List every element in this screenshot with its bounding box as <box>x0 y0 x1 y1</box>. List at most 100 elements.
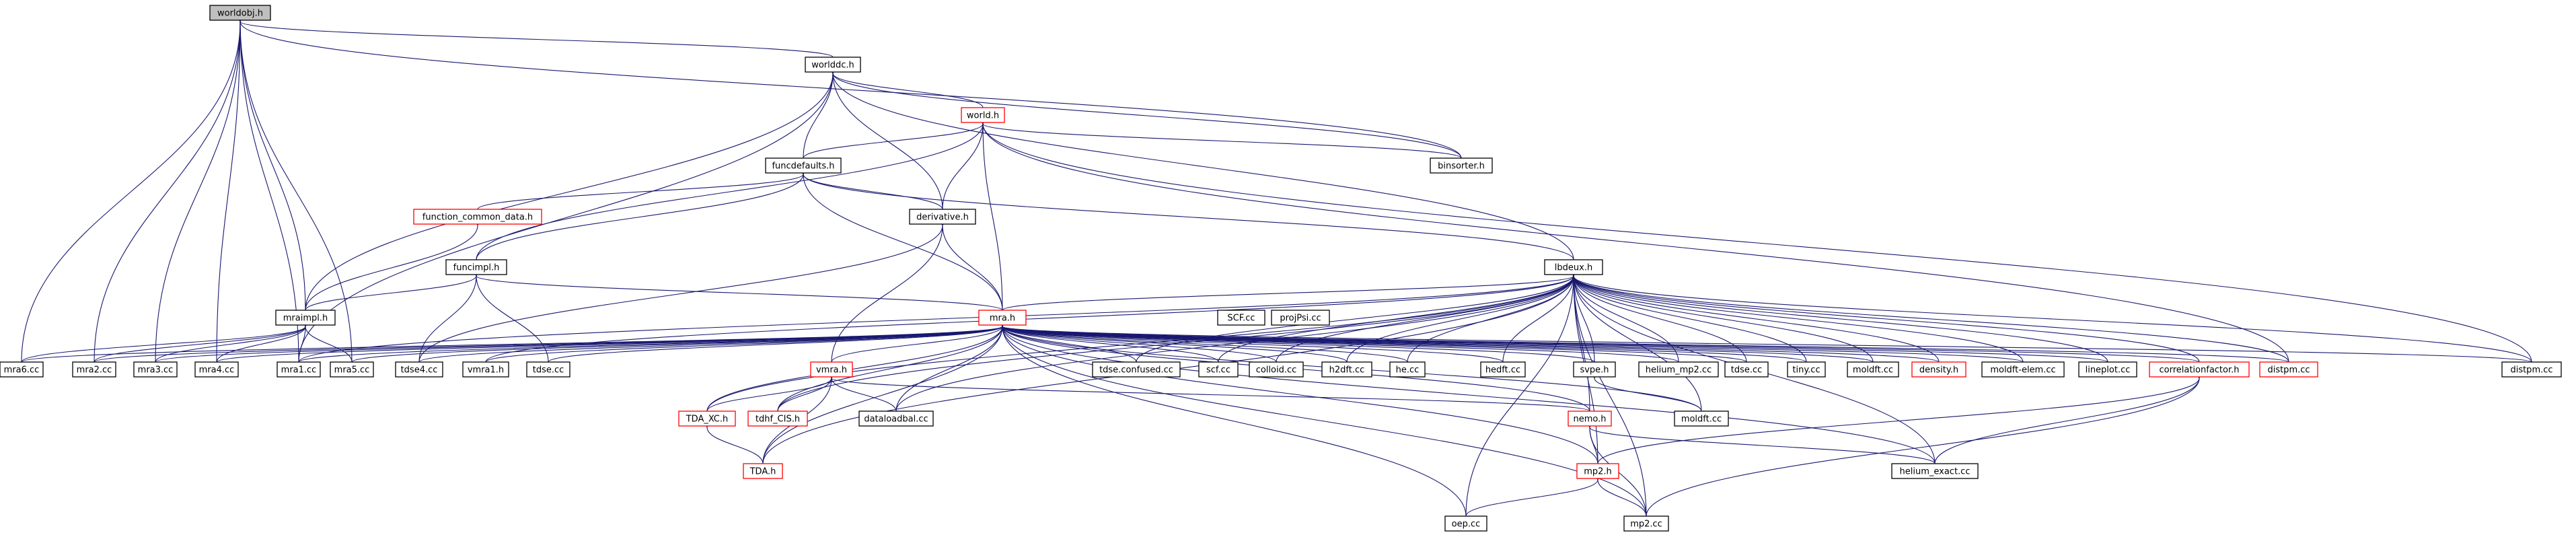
edge-corrfac-to-helexact <box>1934 373 2203 464</box>
node-box <box>1271 310 1330 326</box>
edge-vmra-to-nemo <box>828 372 1590 412</box>
graph-node-mp2cc[interactable]: mp2.cc <box>1623 515 1669 532</box>
graph-node-tdsecc1[interactable]: tdse.cc <box>526 361 571 378</box>
graph-node-hemp2[interactable]: helium_mp2.cc <box>1638 361 1719 378</box>
graph-node-he[interactable]: he.cc <box>1389 361 1426 378</box>
node-box <box>858 411 934 427</box>
graph-node-distpmh[interactable]: distpm.cc <box>2259 361 2318 378</box>
graph-node-corrfac[interactable]: correlationfactor.h <box>2149 361 2250 378</box>
node-box <box>72 361 116 378</box>
graph-node-worldobj: worldobj.h <box>209 5 271 21</box>
graph-node-worlddc[interactable]: worlddc.h <box>805 57 861 73</box>
graph-node-world[interactable]: world.h <box>961 107 1005 123</box>
edge-mra-to-helexact <box>999 321 1936 464</box>
graph-node-mra5[interactable]: mra5.cc <box>330 361 374 378</box>
graph-node-mra6[interactable]: mra6.cc <box>0 361 44 378</box>
graph-node-lbdeux[interactable]: lbdeux.h <box>1544 259 1603 275</box>
graph-node-tdsecc2[interactable]: tdse.cc <box>1724 361 1769 378</box>
graph-node-tdseconf[interactable]: tdse.confused.cc <box>1092 361 1181 378</box>
node-layer: worldobj.h worlddc.h world.h funcdefaults.h… <box>0 5 2562 532</box>
graph-node-svpe[interactable]: svpe.h <box>1573 361 1616 378</box>
node-label: tdse.cc <box>533 365 564 376</box>
edge-worldobj-to-mra3 <box>155 16 244 363</box>
graph-node-mraimpl[interactable]: mraimpl.h <box>275 310 336 326</box>
node-box <box>2501 361 2562 378</box>
graph-node-mra4[interactable]: mra4.cc <box>194 361 239 378</box>
graph-node-scfcc[interactable]: SCF.cc <box>1217 310 1265 326</box>
graph-node-tdhf[interactable]: tdhf_CIS.h <box>747 411 808 427</box>
node-label: tdhf_CIS.h <box>756 415 800 425</box>
edge-mra-to-mra3 <box>155 320 1006 363</box>
graph-node-lineplot[interactable]: lineplot.cc <box>2078 361 2137 378</box>
graph-node-distpm[interactable]: distpm.cc <box>2501 361 2562 378</box>
node-label: lbdeux.h <box>1555 263 1592 273</box>
edge-mra-to-distpm <box>998 320 2532 363</box>
graph-node-moldftelem[interactable]: moldft-elem.cc <box>1981 361 2065 378</box>
edge-lbdeux-to-mra1 <box>298 270 1577 363</box>
node-label: moldft.cc <box>1853 365 1893 376</box>
edge-lbdeux-to-tdsecc2 <box>1570 271 1747 363</box>
graph-node-vmra[interactable]: vmra.h <box>810 361 853 378</box>
edge-worlddc-to-mra1 <box>298 68 836 363</box>
graph-node-nemo[interactable]: nemo.h <box>1568 411 1612 427</box>
graph-node-funcdefaults[interactable]: funcdefaults.h <box>765 157 842 174</box>
graph-node-vmra1[interactable]: vmra1.h <box>462 361 509 378</box>
node-box <box>743 463 783 479</box>
graph-node-funcimpl[interactable]: funcimpl.h <box>445 259 507 275</box>
graph-node-tdse4[interactable]: tdse4.cc <box>395 361 443 378</box>
graph-node-derivative[interactable]: derivative.h <box>909 209 976 225</box>
node-label: colloid.cc <box>1256 365 1297 376</box>
graph-node-density[interactable]: density.h <box>1911 361 1966 378</box>
graph-node-binsorter[interactable]: binsorter.h <box>1430 157 1493 174</box>
graph-node-mra[interactable]: mra.h <box>978 310 1027 326</box>
edge-mraimpl-to-mra2 <box>94 321 309 363</box>
graph-node-colloid[interactable]: colloid.cc <box>1249 361 1304 378</box>
node-box <box>747 411 808 427</box>
graph-node-tdaxc[interactable]: TDA_XC.h <box>678 411 736 427</box>
graph-node-mp2h[interactable]: mp2.h <box>1576 463 1619 479</box>
edge-lbdeux-to-vmra1 <box>485 270 1577 363</box>
graph-node-mra2[interactable]: mra2.cc <box>72 361 116 378</box>
graph-node-mra1[interactable]: mra1.cc <box>277 361 321 378</box>
node-box <box>1568 411 1612 427</box>
edge-worldobj-to-worlddc <box>237 15 834 58</box>
edge-mra-to-tda <box>762 321 1006 464</box>
node-box <box>810 361 853 378</box>
edge-vmra-to-tdaxc <box>706 373 835 412</box>
graph-node-tiny[interactable]: tiny.cc <box>1787 361 1826 378</box>
node-label: TDA.h <box>749 467 776 477</box>
edge-lbdeux-to-svpe <box>1570 271 1595 363</box>
node-label: mra.h <box>990 314 1015 324</box>
graph-node-helexact[interactable]: helium_exact.cc <box>1891 463 1979 479</box>
node-label: distpm.cc <box>2267 365 2310 376</box>
edge-lbdeux-to-h2dft <box>1346 271 1577 363</box>
node-label: mra5.cc <box>334 365 370 376</box>
graph-node-tda[interactable]: TDA.h <box>743 463 783 479</box>
node-box <box>1249 361 1304 378</box>
edge-lbdeux-to-mp2cc <box>1570 271 1647 517</box>
graph-node-dataload[interactable]: dataloadbal.cc <box>858 411 934 427</box>
edge-mra-to-mp2cc <box>999 321 1647 517</box>
edge-world-to-funcdefaults <box>803 118 986 159</box>
node-box <box>277 361 321 378</box>
node-label: lineplot.cc <box>2086 365 2131 376</box>
edge-mraimpl-to-mra5 <box>302 321 353 363</box>
graph-node-moldft1[interactable]: moldft.cc <box>1847 361 1899 378</box>
node-box <box>1847 361 1899 378</box>
edge-mra-to-scf <box>999 321 1219 363</box>
graph-node-moldft2[interactable]: moldft.cc <box>1674 411 1729 427</box>
graph-node-fcd[interactable]: function_common_data.h <box>413 209 542 225</box>
edge-world-to-binsorter <box>980 118 1462 159</box>
graph-node-h2dft[interactable]: h2dft.cc <box>1321 361 1372 378</box>
graph-node-projpsi[interactable]: projPsi.cc <box>1271 310 1330 326</box>
graph-node-oep[interactable]: oep.cc <box>1444 515 1487 532</box>
node-label: nemo.h <box>1574 415 1607 425</box>
node-label: derivative.h <box>916 213 969 223</box>
edge-lbdeux-to-oep <box>1465 271 1577 517</box>
node-label: funcimpl.h <box>453 263 500 273</box>
edge-lbdeux-to-distpm <box>1570 270 2532 363</box>
graph-node-scf[interactable]: scf.cc <box>1198 361 1239 378</box>
graph-node-hedft[interactable]: hedft.cc <box>1480 361 1526 378</box>
graph-node-mra3[interactable]: mra3.cc <box>133 361 178 378</box>
edge-lbdeux-to-corrfac <box>1570 271 2200 363</box>
